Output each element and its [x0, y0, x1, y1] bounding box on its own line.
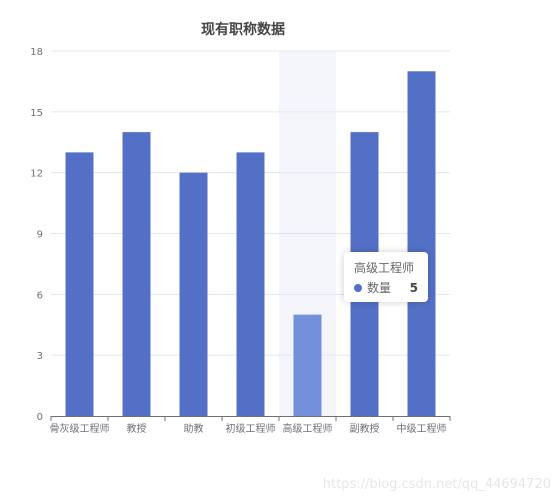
tooltip-title: 高级工程师	[354, 261, 415, 275]
series-dot-icon	[354, 284, 362, 292]
tooltip-value: 5	[409, 281, 418, 295]
x-tick-label: 副教授	[350, 422, 380, 435]
chart-title: 现有职称数据	[201, 21, 285, 38]
bar[interactable]	[65, 152, 94, 416]
bar[interactable]	[179, 172, 208, 416]
x-tick-label: 初级工程师	[226, 422, 276, 435]
x-tick-label: 中级工程师	[397, 422, 447, 435]
y-tick-label: 9	[37, 230, 43, 241]
tooltip: 高级工程师 数量 5	[344, 252, 428, 302]
x-tick-label: 教授	[127, 422, 147, 435]
y-tick-label: 18	[30, 47, 43, 58]
x-tick-label: 高级工程师	[283, 422, 333, 435]
x-tick-label: 助教	[184, 422, 204, 435]
y-tick-label: 3	[37, 351, 43, 362]
y-tick-label: 0	[37, 412, 43, 423]
y-tick-label: 12	[30, 169, 43, 180]
y-tick-label: 15	[30, 108, 43, 119]
x-tick-label: 骨灰级工程师	[50, 422, 110, 435]
bar[interactable]	[293, 314, 322, 416]
y-tick-label: 6	[37, 290, 43, 301]
bar[interactable]	[236, 152, 265, 416]
tooltip-row: 数量 5	[354, 280, 418, 296]
bar[interactable]	[407, 71, 436, 417]
bar[interactable]	[122, 132, 151, 416]
watermark: https://blog.csdn.net/qq_44694720	[322, 477, 551, 492]
tooltip-series-name: 数量	[367, 281, 392, 295]
